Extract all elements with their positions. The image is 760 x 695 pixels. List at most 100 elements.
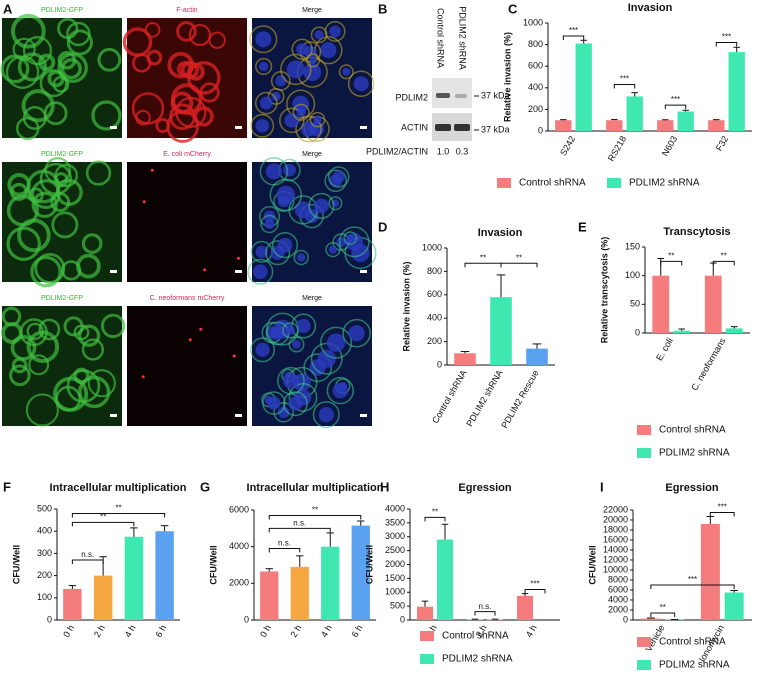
- significance-label: ***: [569, 26, 578, 35]
- cell: [277, 366, 305, 395]
- legend-label: Control shRNA: [442, 631, 509, 642]
- image-label: PDLIM2-GFP: [41, 7, 83, 14]
- significance-label: ***: [688, 575, 697, 584]
- y-tick-label: 1000: [523, 17, 543, 27]
- significance-label: **: [432, 507, 438, 516]
- y-tick-label: 50: [630, 299, 640, 309]
- nucleus: [296, 318, 311, 334]
- significance-bracket: [268, 515, 362, 520]
- cell: [309, 111, 326, 128]
- chart-title: Intracellular multiplication: [50, 482, 187, 494]
- y-tick-label: 0: [538, 125, 543, 135]
- nucleus: [353, 76, 369, 92]
- x-tick-label: S242: [558, 134, 577, 157]
- x-tick-label: 6 h: [153, 623, 168, 639]
- cell: [247, 258, 274, 285]
- cell: [255, 57, 273, 76]
- cell: [10, 335, 37, 361]
- nucleus: [318, 406, 334, 423]
- y-tick-label: 3500: [385, 517, 405, 527]
- significance-bracket: [650, 584, 735, 589]
- chart: F Intracellular multiplication CFU/Well 0 10…: [3, 479, 187, 639]
- bar: [526, 348, 548, 365]
- nucleus: [326, 333, 346, 352]
- nucleus: [267, 396, 281, 410]
- micrograph: [127, 306, 247, 426]
- y-tick-label: 4000: [608, 594, 628, 604]
- nucleus: [286, 60, 305, 79]
- image-label: Merge: [302, 295, 322, 302]
- ratio: 1.0: [437, 146, 450, 156]
- bar: [728, 52, 745, 131]
- y-tick-label: 600: [528, 61, 543, 71]
- significance-label: n.s.: [293, 518, 306, 527]
- legend-swatch: [497, 178, 511, 188]
- nucleus: [336, 237, 346, 247]
- legend-label: PDLIM2 shRNA: [659, 448, 730, 459]
- nucleus: [263, 210, 276, 223]
- cell: [100, 313, 126, 339]
- cell: [50, 192, 71, 213]
- panel-label: G: [200, 479, 210, 494]
- cell: [167, 51, 195, 79]
- y-tick-label: 8000: [608, 574, 628, 584]
- nucleus: [277, 237, 293, 253]
- bar: [351, 525, 370, 620]
- bar: [652, 275, 670, 333]
- cell: [188, 23, 212, 47]
- bar: [260, 571, 279, 620]
- bar: [704, 275, 722, 333]
- bar: [467, 619, 483, 620]
- nucleus: [255, 119, 269, 133]
- bar: [437, 539, 453, 620]
- panel-label: B: [378, 1, 387, 16]
- legend-swatch: [637, 448, 651, 458]
- pathogen: [203, 268, 207, 272]
- y-tick-label: 4000: [229, 541, 249, 551]
- significance-label: ***: [671, 95, 680, 104]
- bar: [290, 566, 309, 620]
- cell: [338, 64, 354, 80]
- image-label: PDLIM2-GFP: [41, 151, 83, 158]
- nucleus: [255, 342, 270, 357]
- y-tick-label: 16000: [603, 534, 628, 544]
- nucleus: [259, 96, 273, 110]
- cell: [0, 54, 30, 84]
- nucleus: [296, 107, 306, 118]
- cell: [57, 52, 88, 84]
- cell: [176, 21, 197, 42]
- nucleus: [320, 42, 337, 59]
- cell: [27, 187, 44, 204]
- pathogen: [232, 354, 236, 358]
- significance-label: ***: [718, 503, 727, 512]
- cell: [30, 255, 62, 288]
- bar: [708, 120, 725, 131]
- cell: [328, 196, 343, 211]
- y-tick-label: 100: [37, 592, 52, 602]
- significance-label: **: [100, 512, 106, 521]
- significance-bracket: [650, 612, 676, 617]
- x-tick-label: 6 h: [350, 623, 365, 639]
- y-tick-label: 600: [427, 289, 442, 299]
- y-tick-label: 14000: [603, 544, 628, 554]
- cell: [282, 391, 308, 417]
- image-label: C. neoformans mCherry: [150, 295, 225, 302]
- x-tick-label: Control shRNA: [430, 368, 469, 425]
- bar: [700, 524, 720, 620]
- legend-swatch: [637, 660, 651, 670]
- cell: [17, 52, 47, 82]
- cell: [81, 338, 105, 361]
- bar: [321, 546, 340, 620]
- cell: [291, 38, 313, 60]
- bar: [724, 592, 744, 620]
- significance-bracket: [268, 527, 331, 533]
- cell: [6, 226, 41, 261]
- y-tick-label: 2500: [385, 545, 405, 555]
- significance-label: **: [660, 603, 666, 612]
- nucleus: [255, 31, 272, 48]
- cell: [38, 318, 61, 341]
- y-tick-label: 200: [37, 570, 52, 580]
- chart-title: Intracellular multiplication: [247, 482, 384, 494]
- panel-label: I: [600, 479, 604, 494]
- y-tick-label: 2000: [385, 559, 405, 569]
